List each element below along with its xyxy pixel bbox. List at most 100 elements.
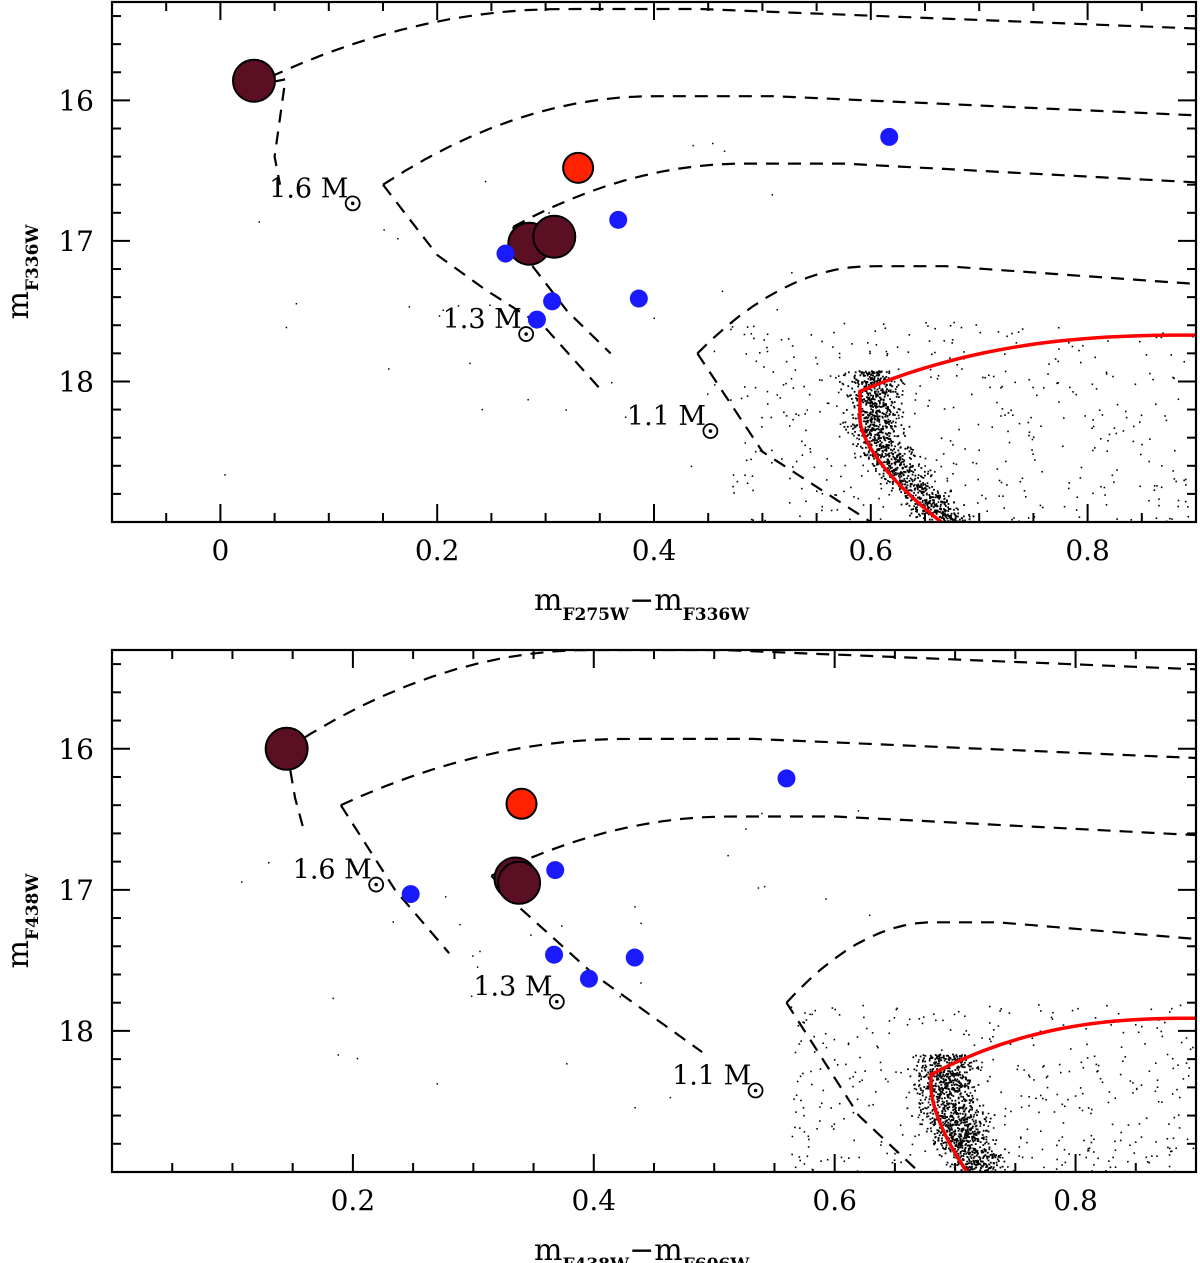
field-star (1068, 1070, 1071, 1073)
field-star (957, 1139, 960, 1142)
field-star (965, 1152, 968, 1155)
field-star (527, 398, 529, 401)
field-star (979, 537, 981, 539)
field-star (754, 386, 757, 389)
field-star (950, 1124, 953, 1127)
field-star (974, 1133, 977, 1136)
field-star (953, 1055, 956, 1058)
field-star (938, 1081, 941, 1084)
field-star (928, 1077, 930, 1080)
field-star (867, 416, 870, 419)
field-star (942, 1121, 944, 1124)
field-star (965, 1121, 968, 1123)
field-star (876, 463, 878, 466)
field-star (867, 394, 870, 397)
field-star (1046, 1075, 1049, 1078)
field-star (966, 537, 968, 539)
field-star (868, 440, 871, 443)
field-star (929, 497, 931, 500)
field-star (634, 906, 636, 908)
field-star (821, 379, 823, 382)
field-star (962, 1105, 965, 1108)
field-star (875, 402, 877, 405)
field-star (937, 1137, 940, 1139)
field-star (968, 1123, 971, 1126)
field-star (952, 1082, 955, 1084)
field-star (882, 445, 885, 448)
field-star (885, 420, 888, 422)
field-star (937, 374, 940, 377)
field-star (994, 1193, 996, 1195)
field-star (929, 475, 932, 478)
field-star (906, 502, 909, 505)
field-star (1012, 1205, 1014, 1207)
field-star (977, 540, 979, 542)
field-star (961, 519, 964, 522)
field-star (1110, 1024, 1112, 1026)
field-star (864, 416, 867, 419)
field-star (1171, 518, 1173, 520)
blue-bss-point (777, 769, 796, 788)
field-star (874, 467, 877, 470)
field-star (1008, 1204, 1010, 1206)
field-star (1005, 1188, 1007, 1190)
field-star (996, 401, 998, 404)
field-star (843, 490, 845, 493)
field-star (979, 1157, 982, 1159)
field-star (1168, 1123, 1170, 1125)
field-star (998, 479, 1001, 482)
field-star (900, 1161, 902, 1164)
field-star (873, 436, 876, 438)
field-star (953, 1058, 956, 1060)
field-star (940, 1155, 943, 1158)
y-tick-label: 17 (58, 874, 94, 907)
field-star (903, 452, 906, 455)
field-star (985, 1135, 988, 1138)
field-star (959, 1107, 962, 1110)
field-star (805, 500, 807, 503)
field-star (966, 1151, 969, 1154)
field-star (890, 384, 893, 387)
field-star (995, 1200, 997, 1202)
field-star (966, 1167, 968, 1170)
field-star (983, 1118, 986, 1121)
field-star (1063, 505, 1066, 508)
field-star (1001, 385, 1004, 388)
field-star (953, 512, 956, 515)
field-star (1149, 438, 1151, 440)
field-star (994, 1169, 997, 1172)
field-star (1030, 1205, 1032, 1207)
field-star (985, 1180, 987, 1182)
field-star (924, 487, 927, 490)
field-star (854, 456, 857, 459)
field-star (820, 1160, 822, 1162)
field-star (868, 371, 870, 374)
field-star (1075, 393, 1078, 396)
field-star (634, 1106, 636, 1109)
field-star (995, 544, 997, 546)
field-star (1023, 490, 1026, 492)
field-star (1155, 1062, 1157, 1065)
field-star (942, 1115, 945, 1118)
field-star (902, 411, 905, 414)
field-star (848, 1157, 850, 1159)
field-star (800, 1099, 802, 1102)
field-star (1086, 1057, 1089, 1059)
field-star (933, 1088, 936, 1091)
field-star (1112, 375, 1114, 378)
field-star (986, 528, 988, 530)
field-star (964, 1090, 967, 1093)
field-star (847, 385, 850, 388)
field-star (862, 1004, 864, 1007)
field-star (958, 1087, 961, 1090)
field-star (966, 1156, 969, 1159)
field-star (999, 1201, 1001, 1203)
field-star (1005, 549, 1007, 551)
field-star (931, 525, 933, 527)
field-star (989, 546, 991, 548)
field-star (951, 1088, 953, 1091)
field-star (881, 453, 884, 456)
field-star (952, 1106, 954, 1109)
field-star (876, 380, 878, 382)
field-star (957, 1010, 960, 1013)
